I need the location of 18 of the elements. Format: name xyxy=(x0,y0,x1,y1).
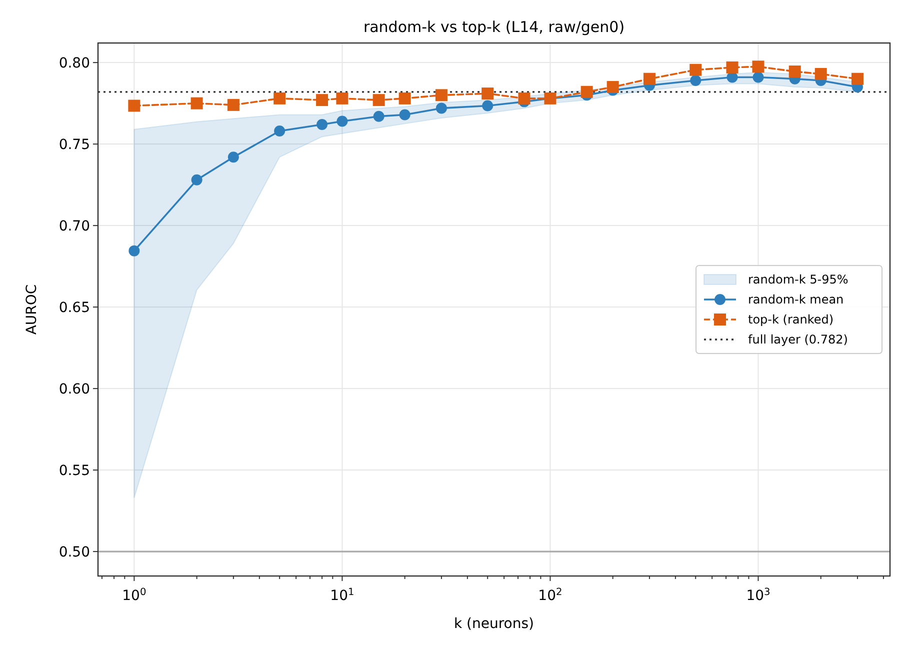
y-tick-label: 0.75 xyxy=(58,136,90,153)
y-axis-title: AUROC xyxy=(24,284,40,335)
x-tick-label: 10$^{3}$ xyxy=(746,586,770,604)
x-tick-label: 10$^{1}$ xyxy=(330,586,354,604)
y-tick-label: 0.50 xyxy=(58,544,90,560)
annotation: random-k 5-95% xyxy=(748,272,848,287)
x-tick-label: 10$^{0}$ xyxy=(122,586,146,604)
y-tick-label: 0.65 xyxy=(58,300,90,316)
chart-title: random-k vs top-k (L14, raw/gen0) xyxy=(363,18,625,36)
y-tick-label: 0.70 xyxy=(58,218,90,234)
x-axis-title: k (neurons) xyxy=(454,616,534,632)
y-tick-label: 0.55 xyxy=(58,462,90,479)
legend-label: random-k mean xyxy=(748,292,844,307)
x-tick-label: 10$^{2}$ xyxy=(538,586,562,604)
y-tick-label: 0.80 xyxy=(58,55,90,72)
y-tick-label: 0.60 xyxy=(58,381,90,398)
legend-label: top-k (ranked) xyxy=(748,312,834,327)
legend-label: full layer (0.782) xyxy=(748,332,848,347)
